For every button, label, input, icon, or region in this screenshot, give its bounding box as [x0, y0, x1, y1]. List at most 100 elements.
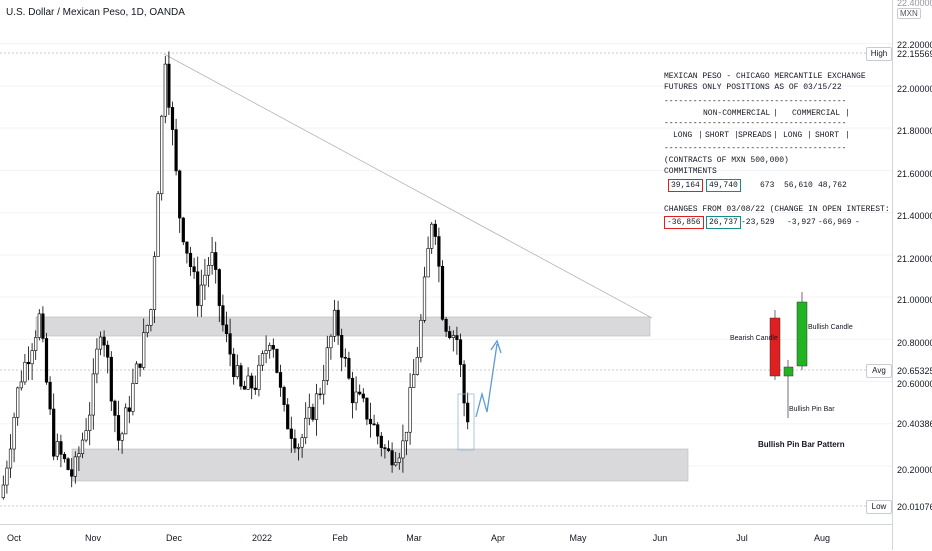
candle-bear: [336, 309, 340, 336]
candle-bear: [70, 469, 74, 477]
x-label-may: May: [569, 533, 587, 543]
cot-change-comm-short: -66,969: [818, 218, 852, 227]
cot-comm-long: 56,610: [784, 181, 813, 190]
cot-change-tail: -: [855, 218, 860, 227]
candle-bull: [55, 441, 59, 457]
candle-bull: [210, 252, 214, 266]
candle-bull: [149, 309, 153, 326]
candle-bull: [325, 347, 329, 381]
candle-bull: [124, 407, 128, 435]
candle-bear: [174, 129, 178, 172]
projection-arrowhead: [490, 339, 502, 354]
legend-bearish-label: Bearish Candle: [730, 335, 778, 342]
candle-bull: [160, 115, 164, 195]
candle-bear: [44, 338, 49, 383]
x-axis[interactable]: [0, 524, 892, 551]
legend-bullish-label: Bullish Candle: [808, 324, 853, 331]
x-label-apr: Apr: [490, 533, 506, 543]
x-label-dec: Dec: [165, 533, 183, 543]
candle-bull: [404, 431, 409, 442]
candle-bear: [311, 406, 315, 420]
candle-bear: [62, 454, 67, 460]
candle-bull: [163, 63, 167, 117]
price-chart[interactable]: [0, 0, 892, 524]
cot-change-comm-long: -3,927: [787, 218, 816, 227]
x-label-jun: Jun: [652, 533, 668, 543]
candle-bear: [138, 363, 142, 368]
cot-sub-short2: SHORT: [815, 131, 840, 140]
cot-sep-7: |: [845, 131, 850, 140]
y-tick-20-8: 20.80000: [897, 338, 932, 348]
currency-badge[interactable]: MXN: [897, 8, 921, 19]
candle-bear: [59, 441, 63, 455]
cot-line1: MEXICAN PESO - CHICAGO MERCANTILE EXCHAN…: [664, 72, 866, 81]
candle-bear: [217, 269, 221, 306]
candle-bear: [242, 385, 247, 390]
candle-bull: [300, 437, 304, 448]
candle-bull: [296, 446, 301, 449]
cot-sub-long2: LONG: [783, 131, 803, 140]
cot-sub-short: SHORT: [705, 131, 730, 140]
candle-bear: [178, 170, 182, 219]
candle-bear: [318, 393, 322, 396]
y-tick-22-2: 22.20000: [897, 40, 932, 50]
candle-bear: [26, 361, 31, 365]
low-badge: Low: [866, 500, 892, 514]
x-label-feb: Feb: [332, 533, 348, 543]
candle-bull: [37, 313, 41, 338]
candle-bear: [433, 223, 437, 237]
candle-bear: [361, 393, 365, 399]
candle-bear: [188, 252, 193, 267]
candle-bear: [170, 107, 175, 130]
x-label-nov: Nov: [84, 533, 102, 543]
candle-bull: [408, 387, 412, 433]
candle-bear: [221, 305, 225, 326]
candle-bear: [437, 236, 441, 267]
candle-bear: [343, 356, 347, 359]
candle-bear: [278, 372, 283, 388]
candle-bull: [30, 350, 34, 365]
cot-sep-5: |: [773, 131, 778, 140]
projection-arrow: [475, 343, 498, 418]
candle-bear: [253, 387, 257, 390]
candle-bear: [106, 344, 110, 358]
resistance-zone: [35, 316, 651, 337]
candle-bear: [350, 377, 355, 404]
candle-bull: [401, 440, 405, 459]
candle-bear: [192, 266, 196, 273]
candle-bull: [451, 335, 455, 338]
candle-bull: [19, 381, 23, 389]
pattern-label: Bullish Pin Bar Pattern: [758, 440, 845, 449]
cot-sub-spreads: SPREADS: [738, 131, 772, 140]
candle-bull: [23, 361, 27, 383]
candle-bull: [98, 336, 103, 350]
candle-bull: [156, 193, 160, 257]
candle-bear: [275, 348, 279, 373]
avg-badge: Avg: [866, 364, 892, 378]
candle-bear: [444, 319, 448, 332]
candle-bull: [314, 393, 319, 420]
candle-bear: [440, 265, 445, 320]
candle-bull: [206, 265, 211, 276]
candle-bear: [386, 448, 391, 451]
candle-bull: [307, 406, 311, 419]
candle-bull: [397, 457, 401, 463]
y-tick-22-0: 22.00000: [897, 84, 932, 94]
cot-change-short: 26,737: [706, 216, 741, 229]
candle-bull: [5, 467, 9, 486]
cot-change-spreads: -23,529: [741, 218, 775, 227]
candle-bear: [181, 217, 185, 243]
candle-bull: [260, 353, 265, 366]
y-tick-21-0: 21.00000: [897, 295, 932, 305]
candle-bull: [8, 448, 13, 469]
cot-sep-1: |: [773, 109, 778, 118]
cot-sep-6: |: [807, 131, 812, 140]
candle-bull: [426, 248, 430, 278]
y-axis[interactable]: 22.40000 MXN 22.20000 22.00000 21.80000 …: [892, 0, 932, 550]
candle-bull: [264, 350, 268, 354]
chart-title: U.S. Dollar / Mexican Peso, 1D, OANDA: [6, 7, 185, 18]
candle-bull: [145, 325, 149, 333]
y-tick-21-2: 21.20000: [897, 254, 932, 264]
candle-bull: [246, 375, 250, 390]
candle-bull: [354, 391, 358, 404]
